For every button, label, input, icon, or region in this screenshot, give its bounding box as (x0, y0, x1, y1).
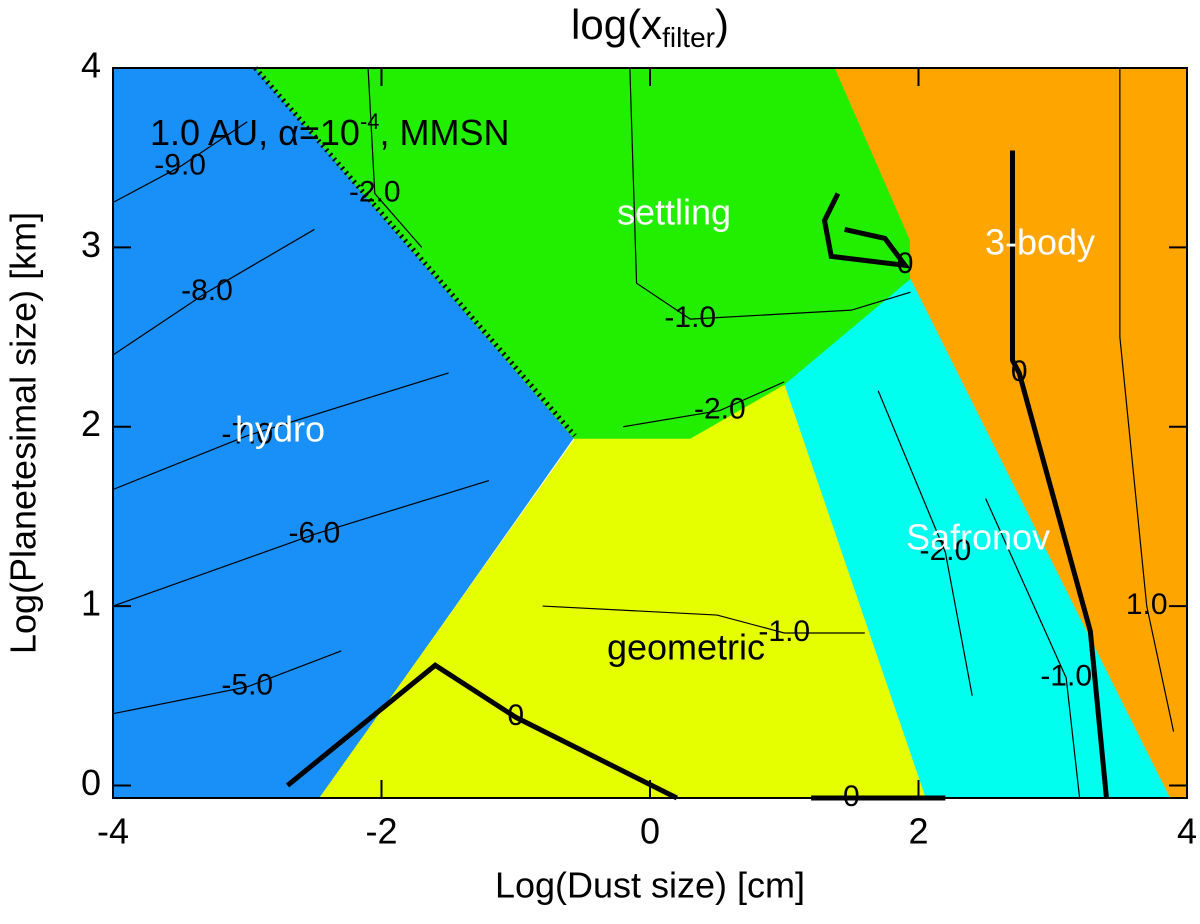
contour-label: 0 (507, 699, 524, 732)
contour-label: -8.0 (181, 274, 233, 307)
contour-line (112, 372, 449, 491)
contour-line (367, 67, 423, 248)
contour-line (623, 381, 785, 428)
contour-label: -2.0 (349, 175, 401, 208)
contour-line (1009, 150, 1109, 799)
contour-label: -2.0 (919, 534, 971, 567)
contour-label: -6.0 (289, 516, 341, 549)
contour-label: -2.0 (694, 393, 746, 426)
annotation-part: α (278, 112, 299, 153)
title-subscript: filter (662, 22, 715, 53)
y-tick-label: 2 (81, 403, 101, 444)
contour-label: 0 (897, 247, 914, 280)
contour-line (112, 121, 248, 204)
x-tick-label: 4 (1177, 811, 1197, 852)
y-tick-label: 1 (81, 583, 101, 624)
contour-label: 0 (1011, 355, 1028, 388)
region-label: settling (617, 192, 731, 233)
y-tick-label: 3 (81, 224, 101, 265)
contour-label: 1.0 (1126, 588, 1168, 621)
annotation-part: -4 (360, 109, 380, 134)
contour-label: -5.0 (221, 669, 273, 702)
contour-line (629, 67, 911, 320)
chart-title: log(xfilter) (571, 1, 729, 53)
annotation: 1.0 AU, α=10-4, MMSN (150, 109, 510, 153)
contour-label: -1.0 (1040, 660, 1092, 693)
x-tick-label: 2 (908, 811, 928, 852)
contour-label: 0 (843, 780, 860, 813)
x-tick-label: 0 (640, 811, 660, 852)
contour-line (112, 479, 490, 607)
contour-line (285, 662, 678, 801)
region-label: 3-body (985, 222, 1095, 263)
region-label: Safronov (906, 517, 1050, 558)
annotation-part: 1.0 AU, (150, 112, 278, 153)
contour-line (112, 228, 315, 356)
region (318, 384, 926, 799)
annotation-part: , MMSN (380, 112, 510, 153)
annotation-part: =10 (299, 112, 360, 153)
contour-label: -9.0 (154, 149, 206, 182)
y-tick-label: 4 (81, 45, 101, 86)
x-axis-label: Log(Dust size) [cm] (495, 865, 805, 906)
contour-line (112, 650, 342, 715)
title-close: ) (715, 1, 729, 48)
contour-label: -7.0 (221, 418, 273, 451)
region-label: hydro (235, 409, 325, 450)
contour-line (985, 498, 1081, 799)
title-main: log(x (571, 1, 662, 48)
x-tick-label: -4 (97, 811, 129, 852)
y-tick-label: 0 (81, 762, 101, 803)
region-label: geometric (607, 627, 765, 668)
y-axis-label: Log(Planetesimal size) [km] (3, 212, 44, 654)
contour-label: -1.0 (664, 301, 716, 334)
contour-label: -1.0 (758, 615, 810, 648)
contour-line (1119, 68, 1175, 732)
contour-line (821, 192, 911, 269)
contour-line (542, 605, 865, 634)
x-tick-label: -2 (365, 811, 397, 852)
contour-line (877, 390, 973, 696)
